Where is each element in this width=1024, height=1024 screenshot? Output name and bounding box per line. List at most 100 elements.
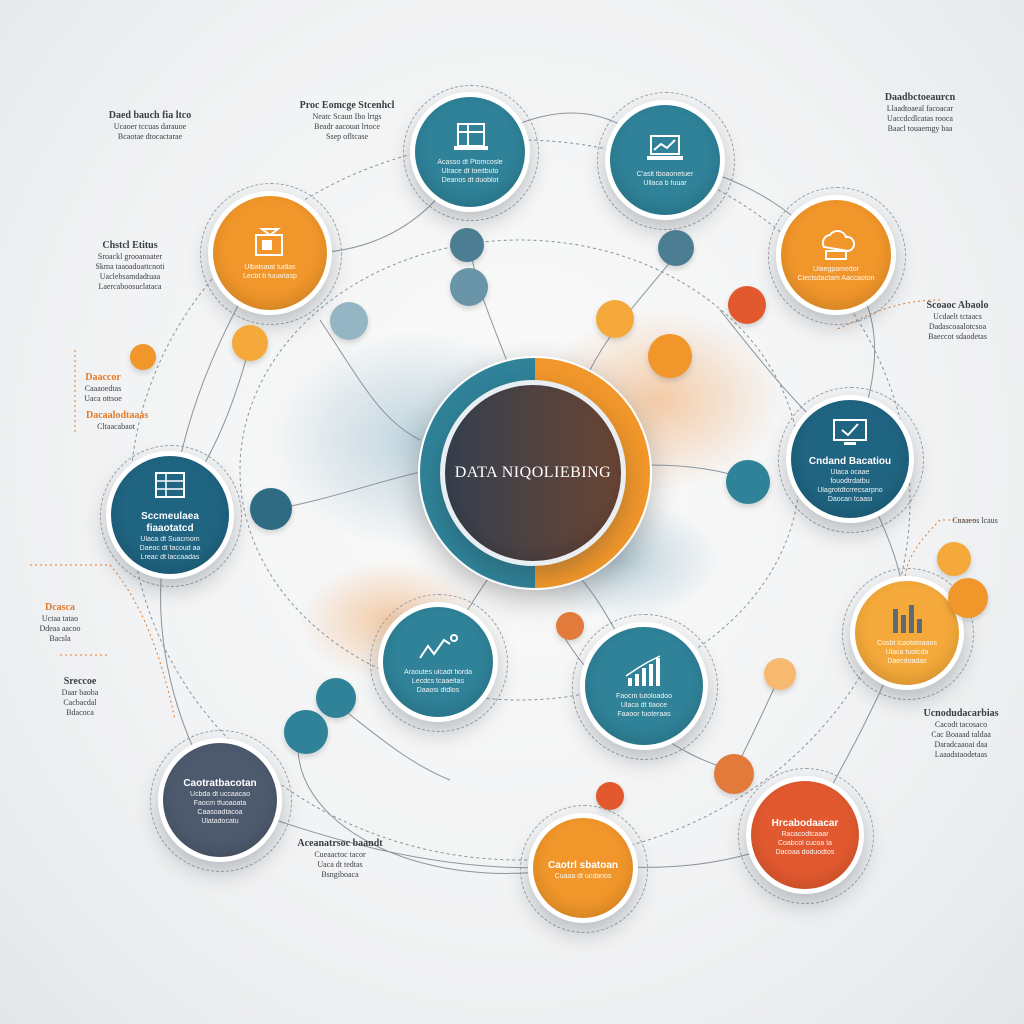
hub-text-line: Coabcol cucoa ta [777,839,833,847]
note-title: Dcasca [45,602,75,613]
note-title: Chstcl Etitus [102,240,158,251]
note-title: Dacaalodtaaas [86,410,149,421]
hub-text-line: Caasoadtacoa [197,809,243,816]
note-line: Bdacoca [66,708,94,717]
decorative-dot [764,658,796,690]
hub-text-line: Faaoor fuoteraas [617,710,671,718]
note-line: Uctaa tatao [41,614,79,623]
hub-text-line: Racacodtcaaar [781,830,829,838]
annotation-note: Scoaoc Abaolo Ucdaelt tctaacs Dadascoaal… [910,300,1005,342]
hub-text-line: Cosbt lcaotatoaaos [877,639,937,647]
hub-text-line: Ulrace dt toeitbuto [441,167,499,175]
hub-red-orange[interactable]: Hrcabodaacar Racacodtcaaar Coabcol cucoa… [746,776,864,894]
note-title: Proc Eomcge Stcenhcl [299,100,395,111]
hub-text-line: Ulaca ocaae fouodtrdatbu [830,469,870,485]
hub-bar-growth[interactable]: Faocm tutoloadoo Ulaca dt tlaoce Faaoor … [580,622,708,750]
hub-ring [520,805,648,933]
decorative-dot [658,230,694,266]
note-line: Ddeaa aacoo [39,624,81,633]
note-line: Bcaotae dtocactarae [117,132,183,141]
hub-text-line: C'aslt tboaonetuer [636,171,694,178]
decorative-dot [648,334,692,378]
decorative-dot [726,460,770,504]
hub-orange-bottom[interactable]: Caotrl sbatoan Cuaaa dt ucdanos [528,813,638,923]
hub-text-line: Ulaca dt tlaoce [620,701,668,709]
note-line: Baacl touaemgy baa [887,124,953,133]
decorative-dot [596,782,624,810]
note-title: Daaccor [85,372,121,383]
note-title: Sreccoe [63,676,97,687]
note-line: Caaaoedtas [84,384,122,393]
note-line: Cac Boaaad taldaa [931,730,991,739]
media-box-icon [255,228,283,256]
hub-bar-chart[interactable]: Cosbt lcaotatoaaos Ulaca fuotcda Daecdoa… [850,576,964,690]
link-line [319,319,421,441]
annotation-note: Proc Eomcge Stcenhcl Neatc Scaun Ibo lrt… [292,100,402,142]
note-line: Llaadtoaeal facoacar [886,104,954,113]
annotation-note: Chstcl Etitus Sroackl grooanaater Skma t… [80,240,180,292]
hub-slate[interactable]: Caotratbacotan Ucbda dt uccaacao Faocm t… [158,738,282,862]
annotation-note: Dcasca Uctaa tatao Ddeaa aacoo Bacsla [20,602,100,644]
hub-ring [403,85,539,221]
note-title: Ucnodudacarbias [923,708,999,719]
hub-text-line: Faocm tfuoaoata [193,800,247,807]
leader-line [904,519,975,581]
hub-text-line: Lecdcs tcaaeltas [411,677,465,685]
hub-monitor-check[interactable]: Cndand Bacatiou Ulaca ocaae fouodtrdatbu… [786,395,914,523]
bar-chart-icon [893,604,922,633]
hub-text-line: Lecbt b fuuarlasp [243,273,297,280]
hub-laptop-chart[interactable]: C'aslt tboaonetuer Ullaca b fuuar [605,100,725,220]
center-title: DATA NIQOLIEBING [454,464,612,481]
hub-text-line: Araoutes ulcadt fiorda [403,668,473,676]
hub-trend-line[interactable]: Araoutes ulcadt fiorda Lecdcs tcaaeltas … [378,602,498,722]
note-line: Cuaaeos lcaus [952,516,998,525]
hub-ring [200,183,342,325]
note-line: Cltaacabaot [97,422,135,431]
hub-title: Cndand Bacatiou [808,456,892,467]
decorative-dot [250,488,292,530]
hub-text-line: Ucbda dt uccaacao [190,791,250,798]
decorative-dot [450,228,484,262]
hub-text-line: Ulagrotdtcrrecsarpno [817,487,883,494]
annotation-note: Sreccoe Daar baoba Cacbacdal Bdacoca [30,676,130,718]
hub-ring [842,568,974,700]
hub-text-line: Deanos dt duoblot [441,176,499,184]
hub-text-line: Ulbalsaiat tudlas [244,264,296,271]
hub-ring [768,187,906,325]
note-line: Ssep ofltcase [326,132,368,141]
annotation-note: Ucnodudacarbias Cacodt tacosaco Cac Boaa… [905,708,1017,760]
note-title: Daed bauch fia ltco [108,110,192,121]
decorative-dot [948,578,988,618]
note-line: Uaca ottsoe [84,394,122,403]
annotation-note: Cuaaeos lcaus [940,516,1010,526]
hub-text-line: Daecdoadas [887,657,927,665]
center-hub[interactable]: DATA NIQOLIEBING [440,380,626,566]
note-line: Cacbacdal [63,698,97,707]
note-line: Dadascoaalotcsoa [928,322,987,331]
note-line: Daar baoba [61,688,99,697]
hub-spreadsheet[interactable]: Sccmeulaea fiaaotatcd Ulaca dt Suacmom D… [106,451,234,579]
hub-ring [778,387,924,533]
decorative-dot [728,286,766,324]
hub-text-line: Cuaaa dt ucdanos [554,872,612,880]
hub-text-line: Ulaegpamedor [813,266,859,273]
note-line: Laercaboosuclataca [98,282,162,291]
hub-ring [370,594,508,732]
hub-data-table[interactable]: Acasso dt Ptomcosle Ulrace dt toeitbuto … [410,92,530,212]
decorative-dot [130,344,156,370]
hub-media-box[interactable]: Ulbalsaiat tudlas Lecbt b fuuarlasp [208,191,332,315]
note-line: Sroackl grooanaater [97,252,163,261]
note-line: Beadr aacouat lrtoce [314,122,380,131]
note-line: Ucdaelt tctaacs [933,312,982,321]
hub-text-line: Dacoaa doduodtos [775,848,835,856]
note-line: Bsngiboaca [321,870,359,879]
decorative-dot [937,542,971,576]
note-line: Bacsla [49,634,71,643]
note-line: Daradcaaoai daa [934,740,988,749]
note-line: Laaadstaodetaas [934,750,988,759]
note-title: Daadbctoeaurcn [884,92,956,103]
hub-ring [572,614,718,760]
hub-cloud-storage[interactable]: Ulaegpamedor Clectsdactam Aaccaoton [776,195,896,315]
laptop-chart-icon [647,135,683,160]
decorative-dot [596,300,634,338]
